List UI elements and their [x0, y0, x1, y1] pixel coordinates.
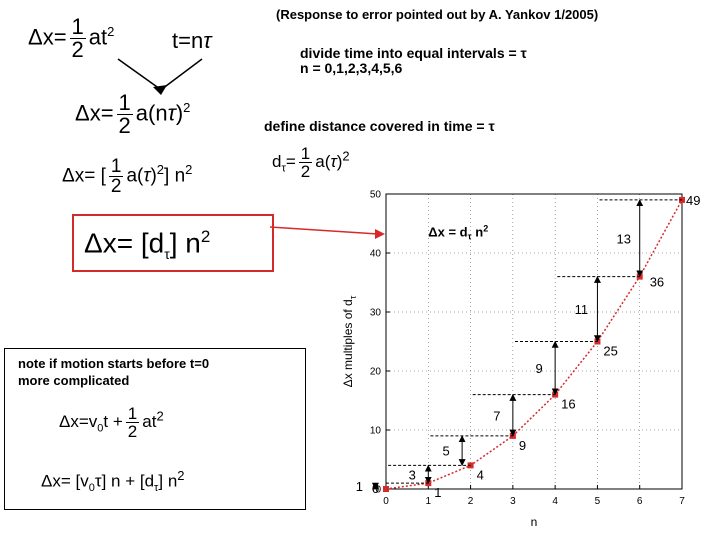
difference-label: 11: [575, 302, 589, 317]
difference-label: 1: [356, 479, 363, 494]
result-equation: Δx= [dτ] n2: [84, 227, 211, 262]
point-value-label: 4: [477, 467, 484, 482]
result-pointer-arrow: [270, 226, 385, 239]
point-value-label: 16: [561, 397, 575, 412]
y-tick-label: 30: [370, 308, 382, 319]
note-equation-a: Δx=v0t +1 2 at2: [59, 404, 164, 441]
x-tick-label: 4: [552, 496, 558, 507]
x-tick-label: 0: [383, 496, 389, 507]
x-tick-label: 5: [595, 496, 601, 507]
equation-factored: Δx= [1 2 a(τ)2] n2: [62, 156, 193, 197]
difference-label: 9: [536, 361, 543, 376]
y-axis-label: Δx multiples of dτ: [341, 295, 358, 387]
note-box: note if motion starts before t=0 more co…: [4, 348, 306, 510]
equation-substituted: Δx= 1 2 a(nτ)2: [75, 90, 191, 138]
note-line-1: note if motion starts before t=0: [18, 356, 210, 371]
x-axis-label: n: [531, 515, 538, 529]
divide-text: divide time into equal intervals = τ n =…: [300, 45, 527, 76]
merge-arrows: [117, 58, 203, 95]
equation-kinematic: Δx= 1 2 at2: [28, 14, 115, 62]
difference-label: 5: [442, 444, 449, 459]
equation-time: t=nτ: [172, 28, 212, 53]
x-tick-label: 1: [426, 496, 432, 507]
data-point: [383, 486, 389, 492]
point-value-label: 1: [434, 485, 441, 500]
point-value-label: 0: [372, 481, 379, 496]
point-value-label: 49: [686, 193, 700, 208]
eq1-rhs: at: [88, 24, 108, 50]
point-value-label: 36: [650, 275, 664, 290]
note-equation-b: Δx= [v0τ] n + [dτ] n2: [41, 468, 185, 495]
x-tick-label: 3: [510, 496, 516, 507]
y-tick-label: 0: [375, 485, 381, 496]
series-line: [385, 199, 683, 490]
plot-frame: [385, 193, 683, 490]
x-tick-label: 6: [637, 496, 643, 507]
difference-label: 7: [493, 408, 500, 423]
x-tick-label: 7: [679, 496, 685, 507]
define-text: define distance covered in time = τ: [264, 118, 495, 134]
y-tick-label: 50: [370, 190, 382, 201]
equation-d-tau: dτ= 1 2 a(τ)2: [272, 144, 350, 181]
point-value-label: 9: [519, 438, 526, 453]
result-box: Δx= [dτ] n2: [72, 214, 274, 272]
eq1-lhs: Δx=: [28, 24, 67, 50]
chart-annotation: Δx = dτ n2: [428, 223, 488, 241]
y-tick-label: 10: [370, 426, 382, 437]
x-tick-label: 2: [468, 496, 474, 507]
note-line-2: more complicated: [18, 373, 130, 388]
point-value-label: 25: [603, 344, 617, 359]
header-note: (Response to error pointed out by A. Yan…: [276, 7, 599, 22]
y-tick-label: 40: [370, 249, 382, 260]
difference-label: 13: [616, 231, 630, 246]
difference-label: 3: [409, 467, 416, 482]
y-tick-label: 20: [370, 367, 382, 378]
